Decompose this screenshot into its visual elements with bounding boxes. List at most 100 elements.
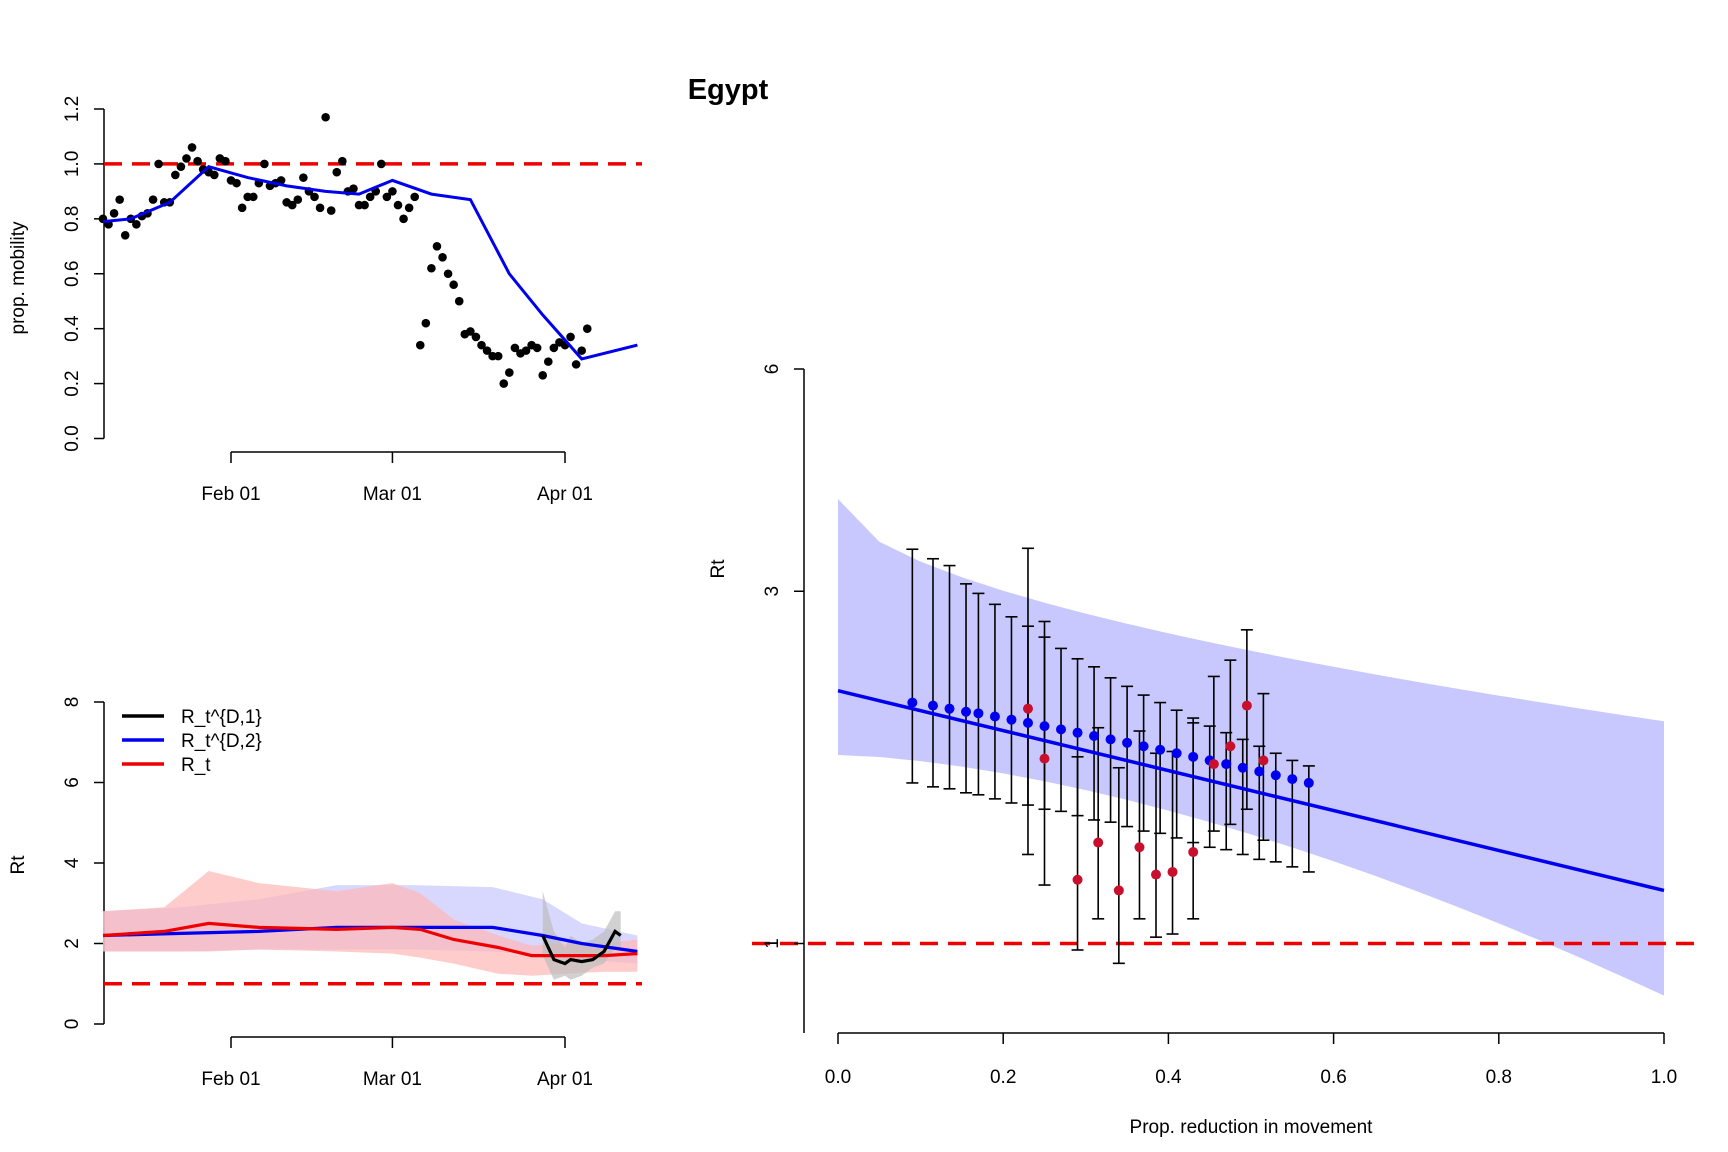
observed-point [1167, 866, 1178, 877]
fitted-point [1270, 770, 1281, 781]
x-tick-label: Apr 01 [537, 1069, 593, 1090]
fitted-point [1188, 751, 1199, 762]
data-point [332, 167, 342, 177]
data-point [493, 351, 503, 361]
fitted-point [1237, 762, 1248, 773]
data-point [148, 195, 158, 204]
fitted-point [1221, 759, 1232, 770]
y-axis-label: Rt [708, 559, 729, 579]
data-point [315, 203, 325, 213]
data-point [109, 209, 119, 218]
data-point [360, 200, 369, 210]
fitted-point [1122, 737, 1133, 748]
fitted-point [1039, 721, 1050, 732]
data-point [182, 154, 191, 163]
data-point [454, 296, 464, 306]
fitted-point [1089, 731, 1100, 742]
fitted-point [1254, 766, 1265, 777]
observed-point [1151, 869, 1162, 880]
data-point [232, 178, 241, 188]
y-tick-label: 8 [62, 697, 83, 708]
fit-confidence-band [838, 499, 1664, 996]
x-tick-label: 0.8 [1486, 1067, 1512, 1088]
observed-point [1093, 837, 1104, 848]
data-point [427, 263, 436, 273]
uncertainty-band [542, 891, 621, 980]
observed-point [1113, 885, 1124, 896]
data-point [521, 346, 531, 355]
data-point [410, 192, 420, 202]
x-tick-label: 0.0 [825, 1067, 851, 1088]
data-point [221, 156, 230, 166]
legend-label: R_t^{D,2} [181, 731, 262, 752]
data-point [193, 156, 202, 166]
data-point [382, 192, 392, 202]
data-point [276, 176, 286, 185]
fitted-point [1138, 741, 1149, 752]
x-tick-label: 0.6 [1320, 1067, 1346, 1088]
fitted-point [927, 700, 938, 711]
fitted-point [1105, 734, 1116, 745]
x-tick-label: Mar 01 [363, 484, 422, 505]
fitted-point [973, 708, 984, 719]
data-point [532, 343, 542, 353]
data-point [187, 143, 197, 152]
data-point [466, 327, 475, 336]
data-point [399, 214, 408, 224]
smoothed-mobility-line [102, 165, 638, 361]
data-point [571, 360, 581, 369]
data-point [176, 162, 186, 171]
series-line [541, 929, 622, 966]
fitted-point [1056, 724, 1067, 735]
data-point [393, 200, 403, 210]
data-point [449, 280, 458, 290]
y-tick-label: 0.8 [62, 206, 83, 232]
data-point [120, 231, 130, 240]
data-point [477, 340, 486, 350]
y-axis-label: prop. mobility [8, 221, 29, 334]
data-point [482, 346, 492, 355]
y-tick-label: 0.4 [62, 315, 83, 342]
fitted-point [989, 711, 1000, 722]
fitted-point [944, 703, 955, 714]
y-tick-label: 1 [762, 938, 783, 949]
y-tick-label: 1.2 [62, 96, 83, 122]
observed-point [1134, 842, 1145, 853]
data-point [260, 159, 269, 169]
fitted-point [1303, 777, 1314, 788]
data-point [321, 112, 330, 122]
data-point [388, 187, 397, 196]
data-point [377, 159, 386, 169]
y-axis-label: Rt [8, 855, 29, 875]
data-point [248, 192, 258, 202]
observed-point [1208, 759, 1219, 770]
data-point [415, 340, 425, 350]
data-point [544, 357, 553, 366]
data-point [510, 343, 520, 353]
rt-time-panel: 0 2 4 6 8 Rt Feb 01 Mar 01 Apr 01 R_t^{D,1} R_t^{D… [8, 697, 642, 1090]
y-tick-label: 0.2 [62, 370, 83, 396]
data-point [443, 269, 453, 279]
data-point [171, 170, 180, 180]
y-tick-label: 3 [762, 586, 783, 597]
rt-vs-movement-panel: 1 3 6 Rt 0.0 0.2 0.4 0.6 0.8 1.0 Prop. reduction i… [708, 364, 1697, 1138]
observed-point [1039, 753, 1050, 764]
y-tick-label: 0.0 [62, 425, 83, 451]
y-tick-label: 4 [62, 857, 83, 868]
data-point [499, 379, 509, 388]
data-point [326, 206, 336, 215]
data-point [549, 343, 559, 353]
y-tick-label: 6 [62, 777, 83, 788]
fitted-point [1072, 727, 1083, 738]
data-point [432, 241, 442, 251]
figure-title: Egypt [688, 74, 769, 106]
data-point [566, 332, 575, 342]
data-point [582, 324, 592, 333]
data-point [471, 332, 481, 342]
x-axis-label: Prop. reduction in movement [1130, 1117, 1374, 1138]
x-tick-label: 1.0 [1651, 1067, 1677, 1088]
y-tick-label: 6 [762, 364, 783, 375]
data-point [310, 192, 319, 202]
mobility-panel: 0.0 0.2 0.4 0.6 0.8 1.0 1.2 prop. mobility Feb 0… [8, 96, 642, 505]
